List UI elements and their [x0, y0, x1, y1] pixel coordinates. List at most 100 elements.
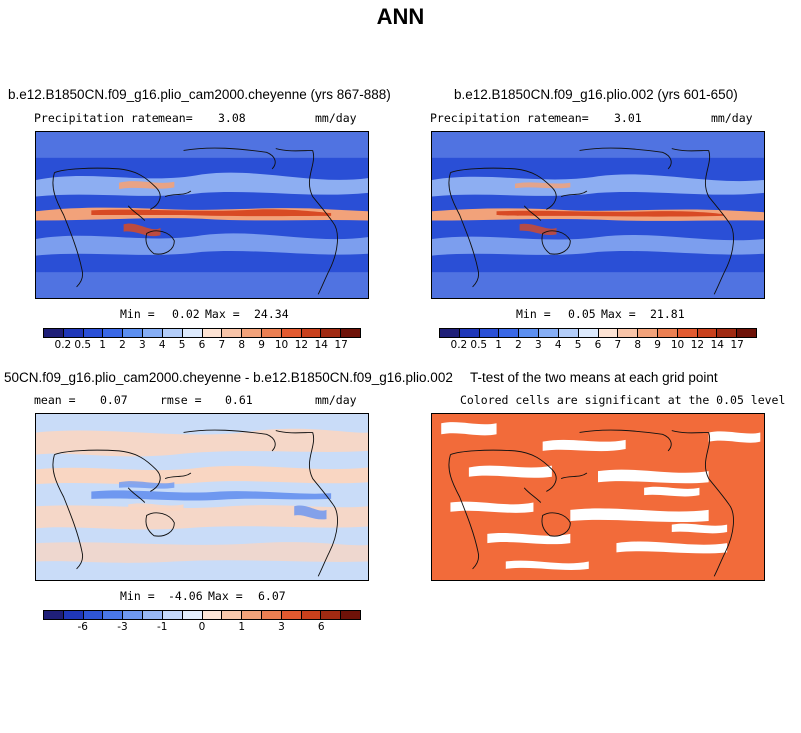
colorbar-swatch: [321, 329, 342, 337]
colorbar-swatch: [341, 329, 360, 337]
colorbar-tick-label: -1: [157, 621, 168, 633]
colorbar-tick-label: -3: [117, 621, 128, 633]
colorbar-tick-label: 4: [554, 339, 562, 351]
colorbar-tick-label: 7: [614, 339, 622, 351]
panel-1-variable: Precipitation rate: [34, 111, 159, 125]
colorbar-swatch: [578, 329, 599, 337]
colorbar-tick-label: 0: [198, 621, 206, 633]
colorbar-swatch: [242, 329, 262, 337]
colorbar-tick-label: 3: [535, 339, 542, 351]
colorbar-swatch: [123, 329, 144, 337]
panel-2-title: b.e12.B1850CN.f09_g16.plio.002 (yrs 601-…: [454, 87, 738, 102]
panel-3-units: mm/day: [315, 393, 357, 407]
colorbar-swatch: [123, 611, 144, 619]
panel-2-max-label: Max =: [601, 307, 636, 321]
panel-4-map: [431, 413, 765, 581]
colorbar-tick-label: 1: [99, 339, 106, 351]
panel-1-colorbar: 0.2 0.5 1 2 3 4 5 6 7 8 9 10 12 14 17: [43, 328, 361, 352]
colorbar-swatches: [439, 328, 757, 338]
colorbar-swatch: [301, 329, 322, 337]
panel-3-rmse-value: 0.61: [225, 393, 253, 407]
colorbar-tick-label: 0.5: [470, 339, 488, 351]
colorbar-swatch: [558, 329, 579, 337]
colorbar-tick-label: 4: [158, 339, 166, 351]
colorbar-swatch: [459, 329, 480, 337]
colorbar-swatch: [341, 611, 360, 619]
panel-2-map: [431, 131, 765, 299]
colorbar-tick-label: -6: [77, 621, 88, 633]
colorbar-swatch: [261, 611, 282, 619]
colorbar-swatch: [519, 329, 540, 337]
colorbar-swatch: [103, 611, 124, 619]
colorbar-tick-label: 3: [278, 621, 285, 633]
colorbar-swatch: [182, 329, 203, 337]
colorbar-tick-labels: -6 -3 -1 0 1 3 6: [43, 620, 361, 634]
colorbar-tick-label: 2: [119, 339, 126, 351]
colorbar-tick-labels: 0.2 0.5 1 2 3 4 5 6 7 8 9 10 12 14 17: [439, 338, 757, 352]
colorbar-tick-label: 6: [198, 339, 206, 351]
colorbar-swatch: [677, 329, 698, 337]
colorbar-swatch: [143, 611, 163, 619]
panel-3-min-value: -4.06: [168, 589, 203, 603]
panel-2-max-value: 21.81: [650, 307, 685, 321]
colorbar-tick-label: 0.2: [54, 339, 72, 351]
colorbar-swatch: [638, 329, 658, 337]
panel-4-title: T-test of the two means at each grid poi…: [470, 370, 718, 385]
difference-map: [36, 414, 368, 580]
colorbar-tick-label: 10: [670, 339, 685, 351]
colorbar-swatch: [44, 329, 64, 337]
figure-title: ANN: [376, 4, 425, 29]
colorbar-tick-label: 2: [515, 339, 522, 351]
colorbar-tick-label: 12: [294, 339, 309, 351]
colorbar-tick-label: 17: [730, 339, 744, 351]
colorbar-swatches: [43, 328, 361, 338]
colorbar-swatch: [242, 611, 262, 619]
colorbar-tick-label: 0.2: [450, 339, 468, 351]
panel-3-title: 50CN.f09_g16.plio_cam2000.cheyenne - b.e…: [4, 370, 453, 385]
panel-1-max-label: Max =: [205, 307, 240, 321]
colorbar-swatch: [499, 329, 520, 337]
colorbar-tick-label: 12: [690, 339, 705, 351]
panel-1-max-value: 24.34: [254, 307, 289, 321]
colorbar-swatch: [281, 611, 302, 619]
colorbar-swatch: [261, 329, 282, 337]
colorbar-tick-label: 14: [710, 339, 724, 351]
precip-map-2: [432, 132, 764, 298]
panel-3-map: [35, 413, 369, 581]
panel-1-mean-label: mean=: [158, 111, 193, 125]
panel-2-mean-value: 3.01: [614, 111, 642, 125]
colorbar-tick-label: 8: [238, 339, 246, 351]
panel-3-rmse-label: rmse =: [160, 393, 202, 407]
colorbar-swatch: [697, 329, 718, 337]
colorbar-swatch: [618, 329, 639, 337]
colorbar-tick-label: 5: [178, 339, 186, 351]
colorbar-swatch: [539, 329, 559, 337]
colorbar-tick-label: 3: [139, 339, 146, 351]
colorbar-swatch: [657, 329, 678, 337]
colorbar-swatch: [162, 611, 183, 619]
panel-2-mean-label: mean=: [554, 111, 589, 125]
colorbar-swatch: [598, 329, 619, 337]
colorbar-tick-labels: 0.2 0.5 1 2 3 4 5 6 7 8 9 10 12 14 17: [43, 338, 361, 352]
panel-3-max-value: 6.07: [258, 589, 286, 603]
colorbar-tick-label: 9: [258, 339, 265, 351]
ttest-map: [432, 414, 764, 580]
colorbar-swatch: [143, 329, 163, 337]
colorbar-swatch: [182, 611, 203, 619]
colorbar-swatch: [162, 329, 183, 337]
colorbar-swatch: [63, 611, 84, 619]
colorbar-swatch: [202, 611, 223, 619]
panel-2-min-value: 0.05: [568, 307, 596, 321]
panel-1-min-value: 0.02: [172, 307, 200, 321]
colorbar-swatch: [301, 611, 322, 619]
panel-3-mean-value: 0.07: [100, 393, 128, 407]
colorbar-swatch: [44, 611, 64, 619]
colorbar-tick-label: 7: [218, 339, 226, 351]
panel-1-mean-value: 3.08: [218, 111, 246, 125]
panel-2-units: mm/day: [711, 111, 753, 125]
colorbar-tick-label: 6: [317, 621, 325, 633]
colorbar-swatch: [737, 329, 756, 337]
panel-1-min-label: Min =: [120, 307, 155, 321]
colorbar-swatch: [83, 611, 104, 619]
colorbar-swatch: [321, 611, 342, 619]
